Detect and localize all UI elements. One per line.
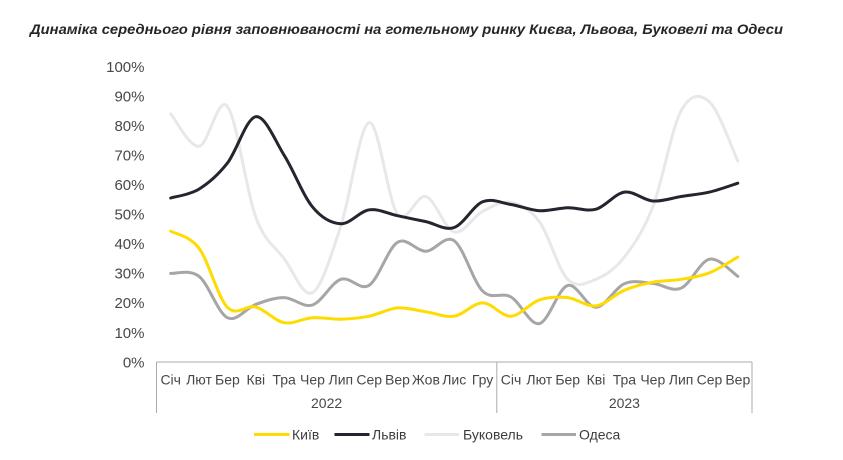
svg-text:2022: 2022 bbox=[311, 395, 342, 411]
svg-text:Кві: Кві bbox=[587, 372, 606, 388]
svg-text:Січ: Січ bbox=[160, 372, 181, 388]
svg-text:Чер: Чер bbox=[300, 372, 325, 388]
svg-text:Лип: Лип bbox=[329, 372, 354, 388]
svg-text:Лип: Лип bbox=[669, 372, 694, 388]
svg-text:Бер: Бер bbox=[215, 372, 240, 388]
svg-text:Лис: Лис bbox=[442, 372, 466, 388]
svg-text:Сер: Сер bbox=[697, 372, 723, 388]
svg-text:Чер: Чер bbox=[640, 372, 665, 388]
svg-text:10%: 10% bbox=[114, 325, 144, 342]
svg-text:0%: 0% bbox=[123, 354, 145, 371]
svg-text:Динаміка середнього рівня запо: Динаміка середнього рівня заповнюваності… bbox=[29, 21, 784, 37]
svg-text:Одеса: Одеса bbox=[579, 427, 621, 443]
svg-text:40%: 40% bbox=[114, 236, 144, 253]
svg-text:80%: 80% bbox=[114, 118, 144, 135]
svg-text:Лют: Лют bbox=[526, 372, 552, 388]
svg-text:Кві: Кві bbox=[246, 372, 265, 388]
svg-text:50%: 50% bbox=[114, 207, 144, 224]
svg-text:30%: 30% bbox=[114, 266, 144, 283]
svg-text:Лют: Лют bbox=[186, 372, 212, 388]
svg-text:100%: 100% bbox=[106, 59, 144, 76]
svg-text:Київ: Київ bbox=[292, 427, 319, 443]
svg-text:70%: 70% bbox=[114, 148, 144, 165]
svg-text:Тра: Тра bbox=[613, 372, 637, 388]
svg-text:20%: 20% bbox=[114, 295, 144, 312]
svg-text:Гру: Гру bbox=[472, 372, 493, 388]
svg-text:Вер: Вер bbox=[385, 372, 410, 388]
svg-text:60%: 60% bbox=[114, 177, 144, 194]
svg-text:2023: 2023 bbox=[609, 395, 640, 411]
svg-text:90%: 90% bbox=[114, 88, 144, 105]
svg-text:Львів: Львів bbox=[372, 427, 406, 443]
svg-text:Буковель: Буковель bbox=[463, 427, 523, 443]
svg-text:Вер: Вер bbox=[725, 372, 750, 388]
svg-text:Тра: Тра bbox=[272, 372, 296, 388]
svg-text:Сер: Сер bbox=[356, 372, 382, 388]
svg-text:Бер: Бер bbox=[555, 372, 580, 388]
svg-text:Січ: Січ bbox=[501, 372, 522, 388]
svg-text:Жов: Жов bbox=[412, 372, 440, 388]
